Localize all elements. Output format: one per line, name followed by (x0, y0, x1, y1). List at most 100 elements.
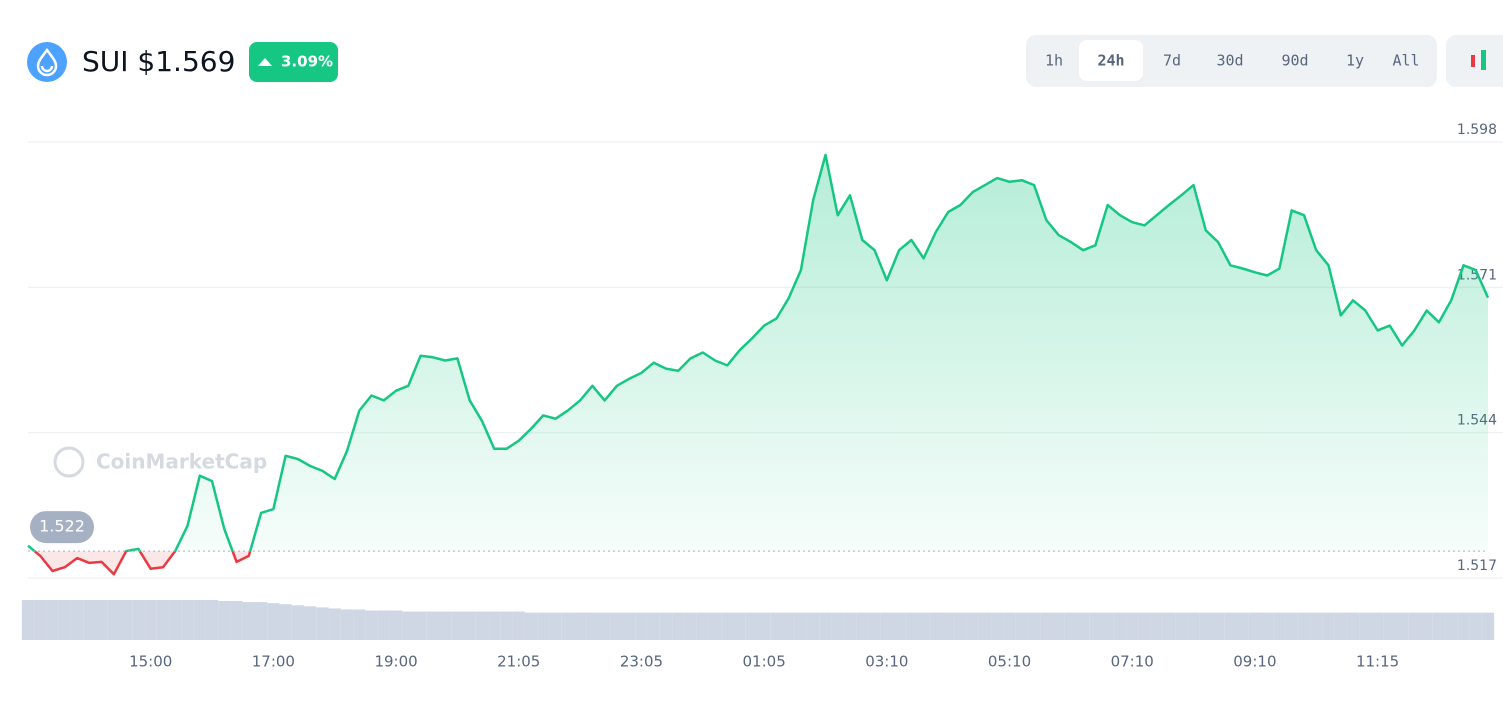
volume-bar (954, 612, 967, 640)
volume-bar (488, 611, 501, 640)
volume-bar (1089, 612, 1102, 640)
volume-bar (451, 611, 464, 640)
volume-bar (524, 612, 538, 640)
volume-bar (218, 601, 231, 640)
timeframe-button[interactable]: 24h (1097, 52, 1124, 70)
volume-bar (745, 612, 758, 640)
volume-bar (1150, 612, 1163, 640)
timeframe-button[interactable]: All (1392, 52, 1419, 70)
volume-bar (1138, 612, 1151, 640)
volume-bar (843, 612, 857, 640)
volume-bar (1113, 612, 1127, 640)
volume-bar (1261, 612, 1274, 640)
timeframe-button[interactable]: 7d (1163, 52, 1181, 70)
volume-bar (1015, 612, 1028, 640)
volume-bar (708, 612, 722, 640)
x-tick-label: 09:10 (1233, 653, 1276, 671)
volume-bar (1040, 612, 1053, 640)
volume-bar (83, 600, 96, 640)
volume-bar (929, 612, 943, 640)
volume-bar (917, 612, 930, 640)
volume-bar (193, 600, 206, 640)
volume-bar (672, 612, 685, 640)
volume-bar (1027, 612, 1041, 640)
timeframe-button[interactable]: 30d (1216, 52, 1243, 70)
volume-bar (70, 600, 84, 640)
volume-bar (1076, 612, 1090, 640)
volume-bar (868, 612, 881, 640)
coin-icon (27, 42, 67, 82)
watermark: CoinMarketCap (96, 450, 267, 474)
timeframe-button[interactable]: 90d (1281, 52, 1308, 70)
volume-bar (892, 612, 906, 640)
timeframe-button[interactable]: 1y (1346, 52, 1364, 70)
volume-bar (107, 600, 121, 640)
volume-bar (1346, 612, 1360, 640)
volume-bar (1469, 612, 1482, 640)
volume-bar (1371, 612, 1384, 640)
volume-bar (782, 612, 795, 640)
volume-bar (831, 612, 844, 640)
volume-bar (365, 610, 378, 640)
volume-bar (856, 612, 869, 640)
volume-bar (169, 600, 182, 640)
volume-bar (561, 612, 574, 640)
volume-bar (95, 600, 108, 640)
volume-bar (684, 612, 697, 640)
volume-bar (291, 605, 305, 640)
volume-bar (1297, 612, 1311, 640)
volume-bar (389, 610, 403, 640)
volume-bar (1211, 612, 1225, 640)
volume-bar (181, 600, 194, 640)
volume-bar (1432, 612, 1446, 640)
candle-icon (1471, 55, 1475, 67)
volume-bar (1395, 612, 1409, 640)
volume-bar (1420, 612, 1433, 640)
volume-bar (328, 608, 341, 640)
volume-bar (463, 611, 476, 640)
volume-bar (733, 612, 746, 640)
volume-bar (537, 612, 550, 640)
volume-bar (991, 612, 1004, 640)
volume-bar (1052, 612, 1065, 640)
volume-bar (635, 612, 648, 640)
change-badge (249, 42, 338, 82)
volume-bar (1064, 612, 1077, 640)
change-value: 3.09% (281, 53, 333, 71)
baseline-badge (30, 511, 94, 544)
volume-bar (402, 611, 415, 640)
timeframe-active (1079, 40, 1143, 81)
x-tick-label: 01:05 (743, 653, 786, 671)
volume-bar (966, 612, 979, 640)
volume-bar (475, 611, 489, 640)
x-tick-label: 07:10 (1111, 653, 1154, 671)
volume-bar (267, 603, 280, 640)
volume-bar (1334, 612, 1347, 640)
volume-bar (1199, 612, 1212, 640)
volume-bar (1481, 612, 1495, 640)
volume-bar (880, 612, 893, 640)
volume-bar (721, 612, 734, 640)
candle-icon (1481, 50, 1486, 70)
x-tick-label: 23:05 (620, 653, 663, 671)
volume-bar (46, 600, 59, 640)
volume-bar (230, 601, 243, 640)
volume-bar (623, 612, 636, 640)
volume-bar (1273, 612, 1286, 640)
x-tick-label: 21:05 (497, 653, 540, 671)
volume-bar (120, 600, 133, 640)
x-tick-label: 03:10 (865, 653, 908, 671)
baseline-label: 1.522 (39, 517, 85, 536)
volume-bar (942, 612, 955, 640)
x-tick-label: 15:00 (129, 653, 172, 671)
volume-bar (1248, 612, 1262, 640)
timeframe-button[interactable]: 1h (1045, 52, 1063, 70)
up-arrow (258, 58, 272, 66)
volume-bar (586, 612, 599, 640)
volume-bar (1224, 612, 1237, 640)
volume-bar (647, 612, 660, 640)
volume-bar (512, 611, 525, 640)
volume-bar (279, 604, 292, 640)
x-tick-label: 17:00 (252, 653, 295, 671)
volume-bar (1003, 612, 1016, 640)
